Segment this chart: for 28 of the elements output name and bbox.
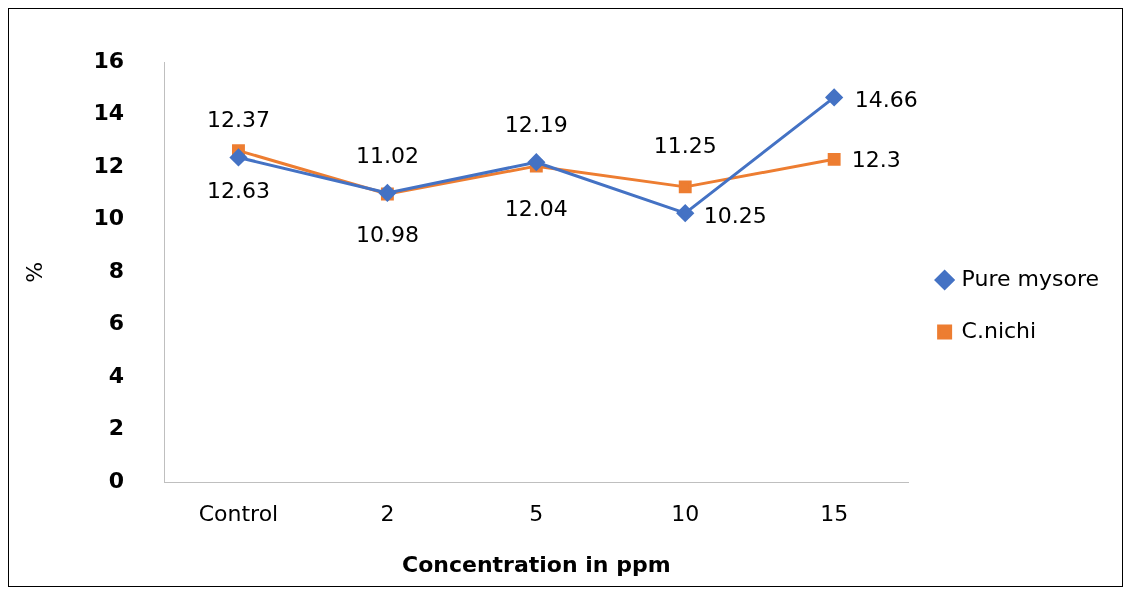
data-label: 12.04 xyxy=(504,195,568,221)
data-label: 12.37 xyxy=(206,107,270,133)
y-tick-label: 4 xyxy=(108,362,125,388)
y-tick-label: 0 xyxy=(108,467,125,493)
data-label: 14.66 xyxy=(854,87,918,113)
y-tick-label: 12 xyxy=(93,152,125,178)
x-tick-label: 10 xyxy=(671,501,700,527)
data-label: 12.3 xyxy=(851,147,901,173)
data-label: 11.25 xyxy=(653,132,717,158)
x-axis-title: Concentration in ppm xyxy=(402,551,671,577)
y-tick-label: 2 xyxy=(108,415,125,441)
x-tick-label: Control xyxy=(198,501,279,527)
data-label: 12.19 xyxy=(504,111,568,137)
legend-label: Pure mysore xyxy=(961,265,1100,291)
x-tick-label: 2 xyxy=(380,501,395,527)
data-label: 12.63 xyxy=(206,178,270,204)
x-tick-label: 15 xyxy=(820,501,849,527)
y-axis-title: % xyxy=(21,261,47,283)
y-tick-label: 6 xyxy=(108,310,125,336)
data-label: 10.25 xyxy=(703,202,767,228)
y-tick-label: 14 xyxy=(93,100,125,126)
legend-label: C.nichi xyxy=(961,317,1037,343)
data-label: 11.02 xyxy=(355,142,419,168)
y-tick-label: 8 xyxy=(108,257,125,283)
x-tick-label: 5 xyxy=(529,501,544,527)
data-label: 10.98 xyxy=(355,221,419,247)
y-tick-label: 10 xyxy=(93,205,125,231)
y-tick-label: 16 xyxy=(93,47,125,73)
